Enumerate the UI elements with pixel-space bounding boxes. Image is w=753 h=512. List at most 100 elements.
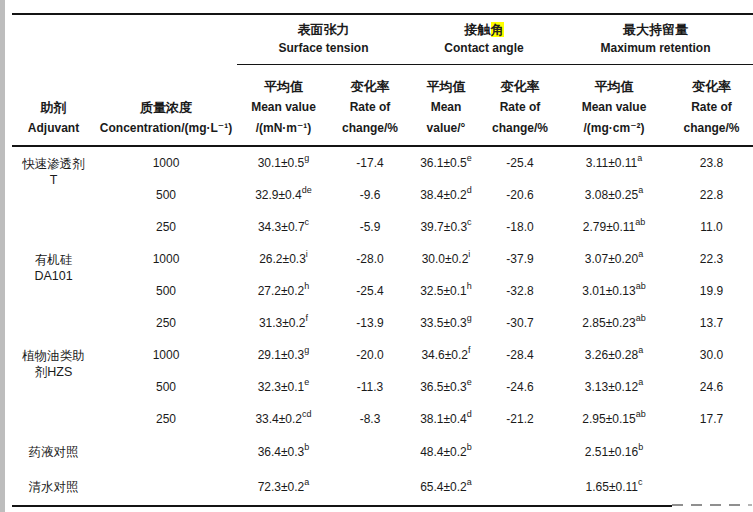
- retention-mean-cell: 3.01±0.13ab: [558, 275, 670, 307]
- contact-angle-mean-cell: 34.6±0.2f: [410, 339, 482, 371]
- contact-angle-mean-cell: 65.4±0.2a: [410, 470, 482, 506]
- contact-angle-mean-cell: 36.1±0.5e: [410, 146, 482, 179]
- col-header-adjuvant: 助剂 Adjuvant: [12, 14, 95, 146]
- significance-letter: ab: [636, 409, 646, 419]
- significance-letter: b: [467, 442, 472, 452]
- contact-angle-rate-cell: -28.4: [482, 339, 558, 371]
- subcol-header-ca-rate: 变化率 Rate of change/%: [482, 64, 558, 146]
- concentration-cell: 500: [95, 275, 237, 307]
- contact-angle-rate-cell: -32.8: [482, 275, 558, 307]
- group-header-row: 助剂 Adjuvant 质量浓度 Concentration/(mg·L⁻¹) …: [12, 14, 753, 64]
- retention-rate-cell: 22.8: [670, 179, 753, 211]
- significance-letter: c: [638, 477, 643, 487]
- contact-angle-rate-cell: -24.6: [482, 371, 558, 403]
- bottom-border-artifact: [672, 504, 753, 507]
- contact-angle-mean-cell: 32.5±0.1h: [410, 275, 482, 307]
- concentration-cell: 250: [95, 403, 237, 435]
- surface-tension-rate-cell: -20.0: [330, 339, 410, 371]
- significance-letter: ab: [635, 217, 645, 227]
- surface-tension-mean-cell: 27.2±0.2h: [237, 275, 330, 307]
- col-header-concentration: 质量浓度 Concentration/(mg·L⁻¹): [95, 14, 237, 146]
- group-header-contact-angle-zh: 接触角: [410, 21, 558, 39]
- contact-angle-mean-cell: 39.7±0.3c: [410, 211, 482, 243]
- significance-letter: a: [467, 477, 472, 487]
- contact-angle-mean-cell: 38.4±0.2d: [410, 179, 482, 211]
- significance-letter: a: [304, 477, 309, 487]
- contact-angle-rate-cell: -30.7: [482, 307, 558, 339]
- retention-rate-cell: 11.0: [670, 211, 753, 243]
- significance-letter: f: [306, 313, 309, 323]
- group-header-max-retention-zh: 最大持留量: [558, 21, 753, 39]
- retention-rate-cell: [670, 435, 753, 470]
- group-header-surface-tension-en: Surface tension: [237, 39, 410, 57]
- retention-mean-cell: 3.07±0.20a: [558, 243, 670, 275]
- page-edge-strip: [0, 0, 5, 512]
- data-row: 植物油类助剂HZS100029.1±0.3g-20.034.6±0.2f-28.…: [12, 339, 753, 371]
- retention-mean-cell: 2.79±0.11ab: [558, 211, 670, 243]
- retention-rate-cell: [670, 470, 753, 506]
- group-header-max-retention-en: Maximum retention: [558, 39, 753, 57]
- surface-tension-rate-cell: -17.4: [330, 146, 410, 179]
- significance-letter: a: [637, 153, 642, 163]
- significance-letter: i: [468, 249, 470, 259]
- significance-letter: h: [467, 281, 472, 291]
- retention-mean-cell: 3.26±0.28a: [558, 339, 670, 371]
- contact-angle-mean-cell: 38.1±0.4d: [410, 403, 482, 435]
- significance-letter: e: [467, 153, 472, 163]
- retention-mean-cell: 2.85±0.23ab: [558, 307, 670, 339]
- retention-mean-cell: 3.08±0.25a: [558, 179, 670, 211]
- group-header-contact-angle-en: Contact angle: [410, 39, 558, 57]
- subcol-header-st-mean: 平均值 Mean value /(mN·m⁻¹): [237, 64, 330, 146]
- retention-rate-cell: 13.7: [670, 307, 753, 339]
- data-row: 25034.3±0.7c-5.939.7±0.3c-18.02.79±0.11a…: [12, 211, 753, 243]
- border-speck: [748, 504, 752, 506]
- surface-tension-mean-cell: 72.3±0.2a: [237, 470, 330, 506]
- concentration-cell: [95, 435, 237, 470]
- significance-letter: g: [304, 345, 309, 355]
- adjuvant-name-cell: 植物油类助剂HZS: [12, 339, 95, 435]
- surface-tension-rate-cell: [330, 435, 410, 470]
- subcol-header-ca-mean: 平均值 Mean value/°: [410, 64, 482, 146]
- control-row: 药液对照36.4±0.3b48.4±0.2b2.51±0.16b: [12, 435, 753, 470]
- concentration-cell: 1000: [95, 146, 237, 179]
- surface-tension-mean-cell: 30.1±0.5g: [237, 146, 330, 179]
- surface-tension-rate-cell: -8.3: [330, 403, 410, 435]
- group-header-surface-tension-zh: 表面张力: [237, 21, 410, 39]
- significance-letter: e: [304, 377, 309, 387]
- surface-tension-mean-cell: 31.3±0.2f: [237, 307, 330, 339]
- significance-letter: i: [306, 249, 308, 259]
- retention-rate-cell: 23.8: [670, 146, 753, 179]
- retention-rate-cell: 17.7: [670, 403, 753, 435]
- adjuvant-name-cell: 有机硅DA101: [12, 243, 95, 339]
- surface-tension-rate-cell: -11.3: [330, 371, 410, 403]
- data-row: 有机硅DA101100026.2±0.3i-28.030.0±0.2i-37.9…: [12, 243, 753, 275]
- significance-letter: b: [304, 442, 309, 452]
- significance-letter: a: [638, 345, 643, 355]
- contact-angle-rate-cell: -18.0: [482, 211, 558, 243]
- paper-table-screenshot: 助剂 Adjuvant 质量浓度 Concentration/(mg·L⁻¹) …: [0, 0, 753, 512]
- col-header-adjuvant-en: Adjuvant: [12, 118, 95, 139]
- table-body: 快速渗透剂T100030.1±0.5g-17.436.1±0.5e-25.43.…: [12, 146, 753, 506]
- retention-mean-cell: 2.95±0.15ab: [558, 403, 670, 435]
- significance-letter: f: [468, 345, 471, 355]
- significance-letter: g: [467, 313, 472, 323]
- surface-tension-mean-cell: 32.3±0.1e: [237, 371, 330, 403]
- subcol-header-mr-rate: 变化率 Rate of change/%: [670, 64, 753, 146]
- col-header-adjuvant-zh: 助剂: [12, 97, 95, 118]
- retention-mean-cell: 3.13±0.12a: [558, 371, 670, 403]
- significance-letter: c: [305, 217, 310, 227]
- significance-letter: b: [638, 442, 643, 452]
- significance-letter: a: [638, 377, 643, 387]
- surface-tension-mean-cell: 26.2±0.3i: [237, 243, 330, 275]
- group-header-max-retention: 最大持留量 Maximum retention: [558, 14, 753, 64]
- significance-letter: c: [467, 217, 472, 227]
- surface-tension-rate-cell: -9.6: [330, 179, 410, 211]
- contact-angle-mean-cell: 48.4±0.2b: [410, 435, 482, 470]
- significance-letter: a: [638, 185, 643, 195]
- concentration-cell: 250: [95, 211, 237, 243]
- significance-letter: g: [304, 153, 309, 163]
- concentration-cell: [95, 470, 237, 506]
- surface-tension-rate-cell: -5.9: [330, 211, 410, 243]
- concentration-cell: 250: [95, 307, 237, 339]
- contact-angle-rate-cell: [482, 470, 558, 506]
